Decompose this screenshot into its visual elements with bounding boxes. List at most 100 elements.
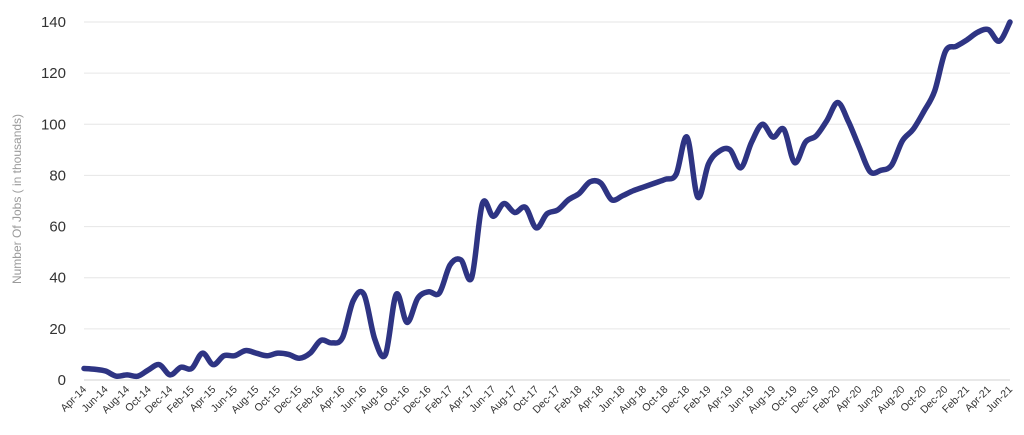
data-point: [966, 39, 968, 41]
data-point: [955, 45, 957, 47]
data-point: [880, 169, 882, 171]
data-point: [557, 209, 559, 211]
data-point: [944, 50, 946, 52]
data-point: [460, 259, 462, 261]
data-point: [438, 292, 440, 294]
data-point: [697, 196, 699, 198]
data-point: [998, 40, 1000, 42]
data-point: [148, 369, 150, 371]
data-point: [977, 31, 979, 33]
y-tick-label: 80: [49, 167, 66, 184]
data-point: [815, 135, 817, 137]
y-tick-label: 120: [41, 65, 66, 82]
data-point: [837, 102, 839, 104]
data-point: [923, 111, 925, 112]
data-point: [901, 140, 903, 142]
data-point: [546, 213, 548, 215]
data-point: [492, 215, 494, 217]
data-point: [826, 119, 828, 121]
data-point: [352, 300, 354, 302]
data-point: [115, 375, 117, 377]
data-point: [255, 352, 257, 354]
data-point: [783, 128, 785, 130]
data-point: [804, 141, 806, 143]
data-point: [503, 203, 505, 205]
y-tick-label: 40: [49, 270, 66, 287]
data-point: [912, 128, 914, 130]
data-point: [675, 173, 677, 175]
data-point: [417, 297, 419, 299]
data-point: [869, 171, 871, 173]
data-point: [708, 163, 710, 165]
data-point: [180, 366, 182, 368]
data-point: [212, 364, 214, 366]
data-point: [94, 368, 96, 370]
y-tick-label: 60: [49, 219, 66, 236]
data-point: [761, 123, 763, 125]
data-point: [481, 203, 483, 205]
data-point: [158, 364, 160, 366]
data-point: [105, 370, 107, 372]
y-axis-ticks: 0 20 40 60 80 100 120 140: [41, 14, 66, 389]
data-point: [858, 146, 860, 148]
data-point: [201, 352, 203, 354]
data-point: [686, 136, 688, 138]
data-point: [169, 374, 171, 376]
data-point: [234, 355, 236, 357]
series-layer: [81, 19, 1013, 380]
series-line: [81, 19, 1013, 380]
data-point: [277, 352, 279, 354]
data-point: [395, 293, 397, 295]
data-point: [1009, 21, 1011, 23]
data-point: [374, 338, 376, 340]
data-point: [568, 199, 570, 201]
data-point: [664, 178, 666, 180]
data-point: [514, 212, 516, 214]
data-point: [794, 162, 796, 164]
data-point: [363, 293, 365, 295]
data-point: [406, 321, 408, 323]
data-point: [718, 150, 720, 152]
data-point: [643, 186, 645, 188]
data-point: [428, 291, 430, 293]
data-point: [654, 182, 656, 184]
data-point: [288, 353, 290, 355]
data-point: [751, 141, 753, 143]
data-point: [137, 375, 139, 377]
data-point: [934, 90, 936, 92]
x-axis-ticks: Apr-14Jun-14Aug-14Oct-14Dec-14Feb-15Apr-…: [58, 384, 1015, 417]
data-point: [449, 264, 451, 266]
data-point: [524, 206, 526, 208]
data-point: [331, 342, 333, 344]
data-point: [578, 192, 580, 194]
data-point: [740, 167, 742, 169]
data-point: [847, 121, 849, 123]
data-point: [611, 199, 613, 201]
data-point: [987, 29, 989, 31]
data-point: [126, 374, 128, 376]
data-point: [632, 190, 634, 192]
y-tick-label: 20: [49, 321, 66, 338]
y-tick-label: 140: [41, 14, 66, 31]
data-point: [223, 355, 225, 357]
data-point: [384, 353, 386, 355]
data-point: [266, 355, 268, 357]
y-axis-title: Number Of Jobs ( in thousands): [10, 114, 24, 284]
data-point: [245, 350, 247, 352]
data-point: [729, 149, 731, 151]
y-tick-label: 100: [41, 116, 66, 133]
data-point: [309, 352, 311, 354]
data-point: [535, 227, 537, 229]
data-point: [589, 181, 591, 183]
data-point: [191, 367, 193, 369]
y-tick-label: 0: [58, 372, 66, 389]
data-point: [891, 164, 893, 166]
data-point: [298, 357, 300, 359]
data-point: [621, 195, 623, 197]
data-point: [83, 367, 85, 369]
gridlines: [84, 21, 1010, 381]
data-point: [341, 337, 343, 339]
data-point: [320, 339, 322, 341]
data-point: [772, 136, 774, 138]
